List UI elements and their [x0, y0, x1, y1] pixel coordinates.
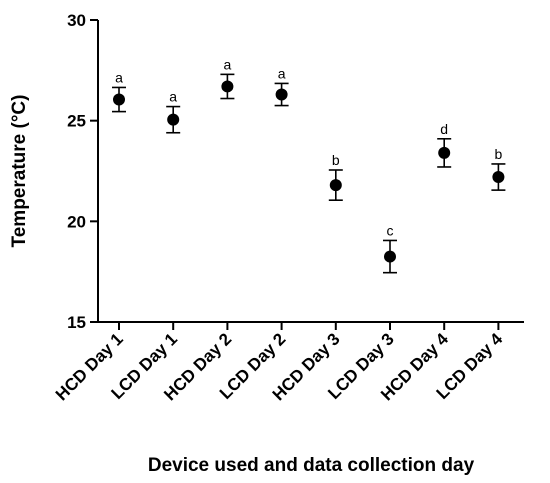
data-point — [167, 113, 180, 126]
significance-letter: a — [278, 65, 286, 81]
significance-letter: a — [169, 89, 177, 105]
significance-letter: c — [387, 222, 394, 238]
data-point — [221, 80, 234, 93]
significance-letter: a — [115, 69, 123, 85]
y-tick-label: 30 — [67, 11, 86, 30]
data-point — [329, 179, 342, 192]
y-axis-title: Temperature (°C) — [9, 95, 30, 248]
y-tick-label: 20 — [67, 212, 86, 231]
data-point — [384, 250, 396, 263]
y-tick-label: 25 — [67, 112, 86, 131]
y-ticks: 15 20 25 30 — [67, 11, 98, 332]
significance-letter: d — [440, 121, 448, 137]
data-point — [438, 146, 451, 159]
significance-letter: b — [332, 152, 340, 168]
data-point — [492, 171, 505, 184]
significance-letter: a — [224, 56, 232, 72]
y-tick-label: 15 — [67, 313, 86, 332]
data-marks: a a a a b c d b — [112, 56, 506, 274]
significance-letter: b — [495, 146, 503, 162]
axes — [97, 20, 524, 323]
data-point — [113, 93, 125, 106]
x-axis-title: Device used and data collection day — [148, 455, 475, 476]
data-point — [275, 88, 288, 101]
